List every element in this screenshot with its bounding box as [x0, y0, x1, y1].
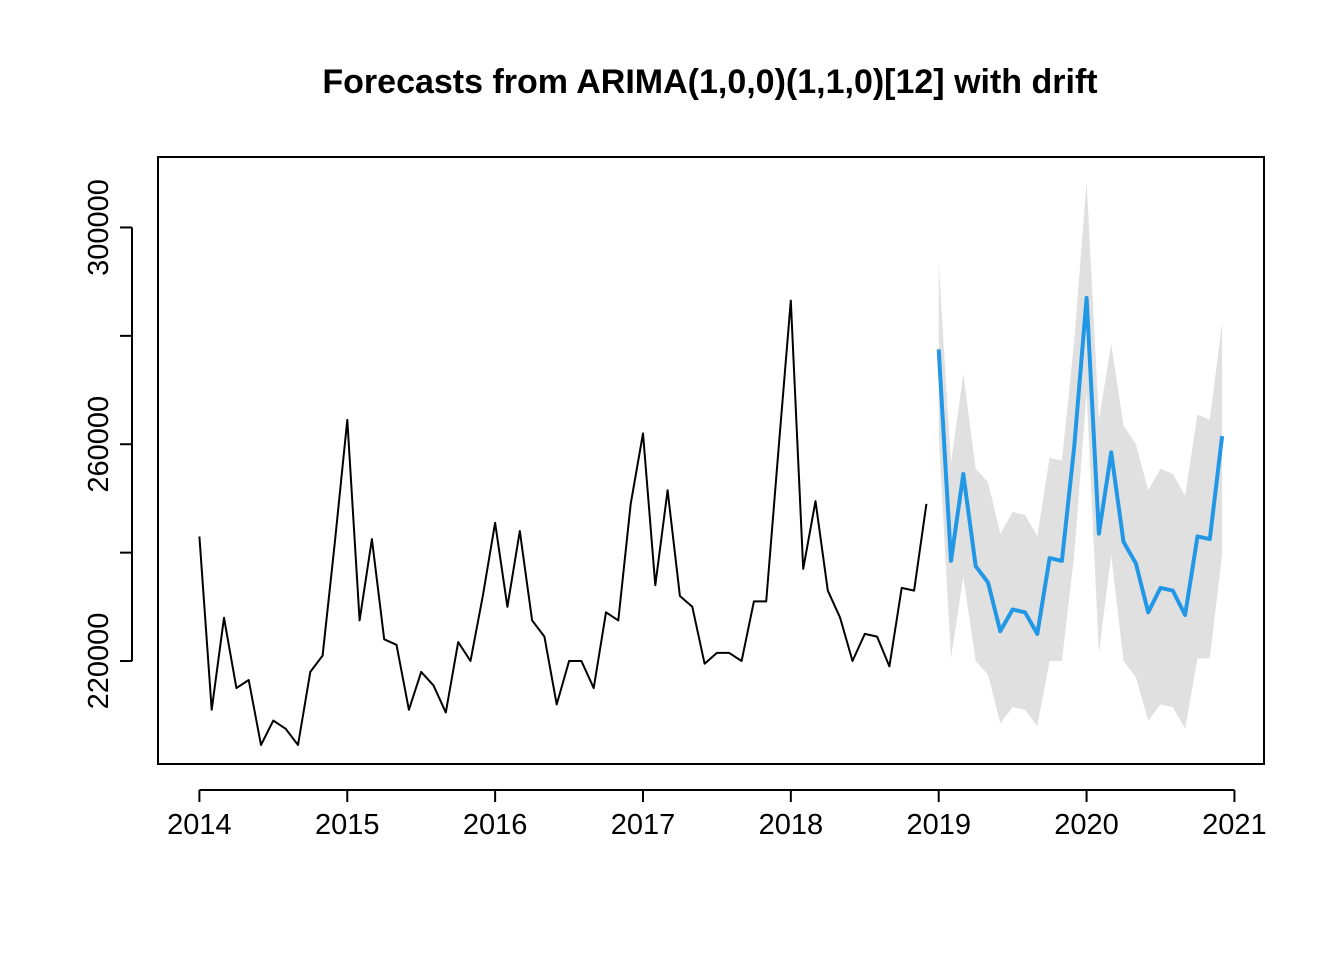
- series-layer: [198, 295, 1225, 746]
- x-tick-label: 2019: [906, 809, 971, 841]
- x-tick-label: 2021: [1202, 809, 1267, 841]
- x-tick-label: 2014: [167, 809, 232, 841]
- x-tick-label: 2018: [759, 809, 824, 841]
- plot-area-border: [157, 156, 1265, 765]
- y-axis: 220000 260000 300000: [83, 179, 133, 710]
- prediction-interval-band: [938, 181, 1223, 729]
- x-tick-label: 2020: [1054, 809, 1119, 841]
- forecast-mean-line: [936, 295, 1225, 636]
- y-tick-label: 260000: [83, 396, 115, 493]
- y-tick-label: 220000: [83, 613, 115, 710]
- observed-series-line: [198, 299, 928, 746]
- x-tick-label: 2016: [463, 809, 528, 841]
- x-tick-label: 2015: [315, 809, 380, 841]
- prediction-interval-layer: [938, 181, 1223, 729]
- x-tick-label: 2017: [611, 809, 676, 841]
- x-axis: 2014 2015 2016 2017 2018 2019 2020 2021: [167, 789, 1267, 841]
- y-tick-label: 300000: [83, 179, 115, 276]
- chart-title: Forecasts from ARIMA(1,0,0)(1,1,0)[12] w…: [322, 63, 1097, 101]
